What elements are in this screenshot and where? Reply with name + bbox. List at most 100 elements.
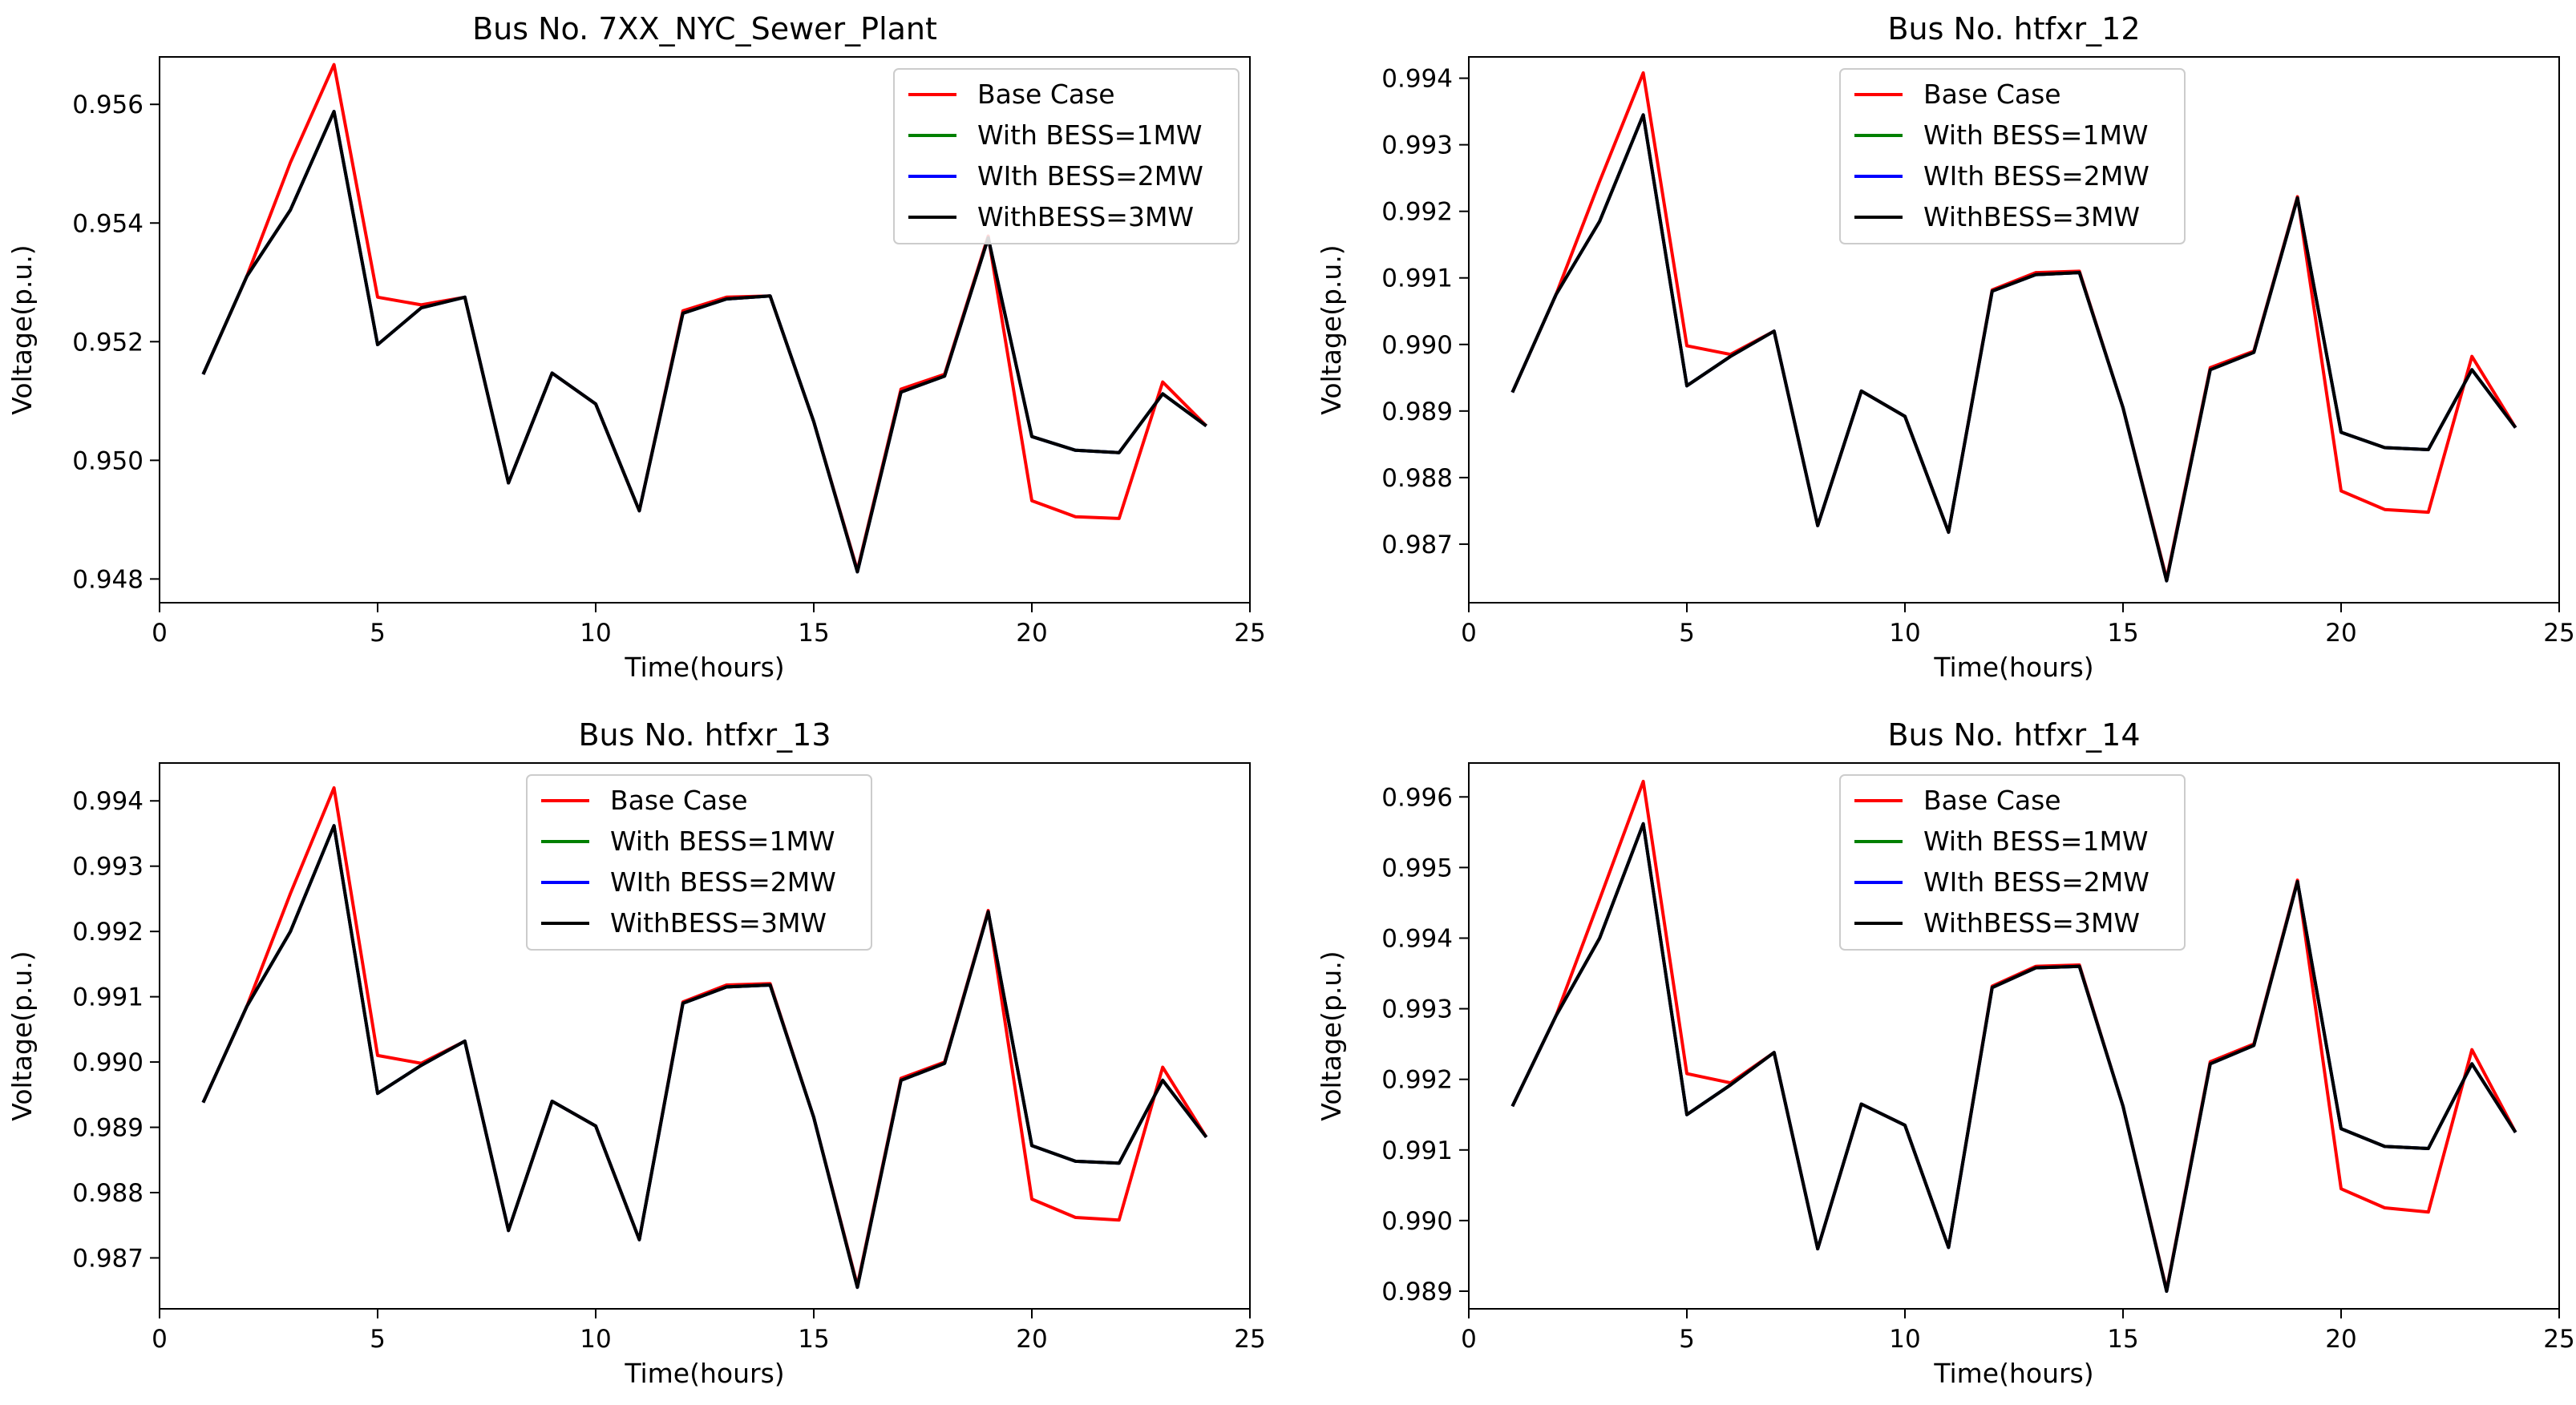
legend-label: WithBESS=3MW — [610, 907, 827, 939]
x-tick-label: 20 — [2325, 619, 2356, 648]
y-tick-label: 0.989 — [1381, 1278, 1453, 1306]
y-tick-label: 0.989 — [72, 1114, 144, 1143]
legend-label: With BESS=1MW — [977, 119, 1203, 151]
legend-label: With BESS=1MW — [1923, 826, 2149, 857]
chart-panel-4: Bus No. htfxr_14 0 5 10 15 20 25 0.989 0.990 0.99… — [1316, 717, 2575, 1389]
legend: Base Case With BESS=1MW WIth BESS=2MW WithB… — [1839, 774, 2186, 951]
y-tick-label: 0.994 — [72, 787, 144, 816]
chart-panel-3: Bus No. htfxr_13 0 5 10 15 20 25 0.987 0.988 0.98… — [6, 717, 1266, 1389]
x-tick-label: 10 — [580, 619, 611, 648]
y-tick-label: 0.992 — [72, 918, 144, 947]
y-axis-label: Voltage(p.u.) — [6, 951, 38, 1120]
x-tick-label: 25 — [1234, 619, 1265, 648]
y-tick-label: 0.995 — [1381, 854, 1453, 882]
y-tick-label: 0.993 — [72, 853, 144, 882]
plot-frame — [1468, 762, 2560, 1310]
y-tick-label: 0.989 — [1381, 398, 1453, 426]
y-axis-label: Voltage(p.u.) — [1316, 244, 1347, 414]
legend: Base Case With BESS=1MW WIth BESS=2MW WithB… — [1839, 68, 2186, 244]
legend-label: Base Case — [610, 785, 748, 816]
x-tick-label: 15 — [798, 1325, 829, 1354]
plot-frame — [159, 56, 1251, 604]
legend-label: WithBESS=3MW — [977, 201, 1194, 232]
y-tick-label: 0.952 — [72, 328, 144, 357]
x-tick-label: 15 — [2107, 1325, 2138, 1354]
x-tick-label: 0 — [1461, 1325, 1477, 1354]
plot-frame — [1468, 56, 2560, 604]
chart-panel-1: Bus No. 7XX_NYC_Sewer_Plant 0 5 10 15 20 25 0.9… — [6, 11, 1266, 683]
x-tick-label: 5 — [1679, 619, 1695, 648]
y-axis-label: Voltage(p.u.) — [1316, 951, 1347, 1120]
x-tick-label: 5 — [370, 1325, 386, 1354]
legend-label: WIth BESS=2MW — [1923, 160, 2149, 192]
legend-box — [1839, 68, 2186, 244]
x-tick-label: 25 — [2543, 619, 2574, 648]
chart-title: Bus No. htfxr_13 — [578, 717, 831, 753]
x-tick-label: 25 — [2543, 1325, 2574, 1354]
y-tick-label: 0.991 — [1381, 1137, 1453, 1165]
legend-label: With BESS=1MW — [1923, 119, 2149, 151]
series-line-withbess-3mw — [1510, 113, 2517, 583]
y-tick-label: 0.990 — [1381, 331, 1453, 360]
y-tick-label: 0.996 — [1381, 783, 1453, 812]
legend-label: WIth BESS=2MW — [1923, 866, 2149, 898]
plot-frame — [159, 762, 1251, 1310]
legend-label: Base Case — [1923, 785, 2061, 816]
y-tick-label: 0.988 — [1381, 464, 1453, 493]
legend: Base Case With BESS=1MW WIth BESS=2MW WithB… — [526, 774, 872, 951]
y-tick-label: 0.956 — [72, 91, 144, 119]
y-tick-label: 0.950 — [72, 446, 144, 475]
legend-box — [1839, 774, 2186, 951]
x-tick-label: 25 — [1234, 1325, 1265, 1354]
x-axis-label: Time(hours) — [624, 1358, 784, 1389]
x-tick-label: 10 — [1889, 619, 1920, 648]
series-line-withbess-3mw — [1510, 822, 2517, 1293]
x-tick-label: 15 — [2107, 619, 2138, 648]
y-axis-label: Voltage(p.u.) — [6, 244, 38, 414]
y-tick-label: 0.992 — [1381, 198, 1453, 227]
legend-label: WithBESS=3MW — [1923, 201, 2140, 232]
x-tick-label: 5 — [1679, 1325, 1695, 1354]
x-axis-label: Time(hours) — [1933, 1358, 2093, 1389]
series-line-base-case — [201, 63, 1208, 572]
x-tick-label: 20 — [1016, 619, 1047, 648]
x-tick-label: 20 — [1016, 1325, 1047, 1354]
chart-title: Bus No. htfxr_12 — [1887, 11, 2140, 46]
y-tick-label: 0.948 — [72, 565, 144, 594]
legend-label: WIth BESS=2MW — [610, 866, 836, 898]
y-tick-label: 0.987 — [1381, 531, 1453, 559]
series-line-withbess-3mw — [201, 110, 1207, 574]
y-tick-label: 0.991 — [72, 983, 144, 1012]
x-tick-label: 15 — [798, 619, 829, 648]
y-tick-label: 0.987 — [72, 1244, 144, 1273]
y-tick-label: 0.988 — [72, 1179, 144, 1208]
legend-label: WithBESS=3MW — [1923, 907, 2140, 939]
series-line-withbess-3mw — [201, 824, 1208, 1290]
x-axis-label: Time(hours) — [1933, 652, 2093, 683]
chart-title: Bus No. htfxr_14 — [1887, 717, 2140, 753]
y-tick-label: 0.994 — [1381, 65, 1453, 94]
y-tick-label: 0.992 — [1381, 1066, 1453, 1095]
legend-box — [893, 68, 1239, 244]
x-tick-label: 0 — [1461, 619, 1477, 648]
y-tick-label: 0.994 — [1381, 924, 1453, 953]
x-tick-label: 5 — [370, 619, 386, 648]
x-tick-label: 10 — [1889, 1325, 1920, 1354]
legend: Base Case With BESS=1MW WIth BESS=2MW WithB… — [893, 68, 1239, 244]
y-tick-label: 0.990 — [72, 1048, 144, 1077]
x-tick-label: 20 — [2325, 1325, 2356, 1354]
y-tick-label: 0.991 — [1381, 264, 1453, 293]
x-tick-label: 10 — [580, 1325, 611, 1354]
chart-title: Bus No. 7XX_NYC_Sewer_Plant — [472, 11, 937, 46]
chart-panel-2: Bus No. htfxr_12 0 5 10 15 20 25 0.987 0.988 0.98… — [1316, 11, 2575, 683]
x-axis-label: Time(hours) — [624, 652, 784, 683]
y-tick-label: 0.954 — [72, 209, 144, 238]
legend-label: Base Case — [977, 79, 1115, 110]
legend-label: Base Case — [1923, 79, 2061, 110]
x-tick-label: 0 — [152, 619, 168, 648]
y-tick-label: 0.993 — [1381, 995, 1453, 1024]
legend-label: With BESS=1MW — [610, 826, 835, 857]
y-tick-label: 0.990 — [1381, 1207, 1453, 1236]
